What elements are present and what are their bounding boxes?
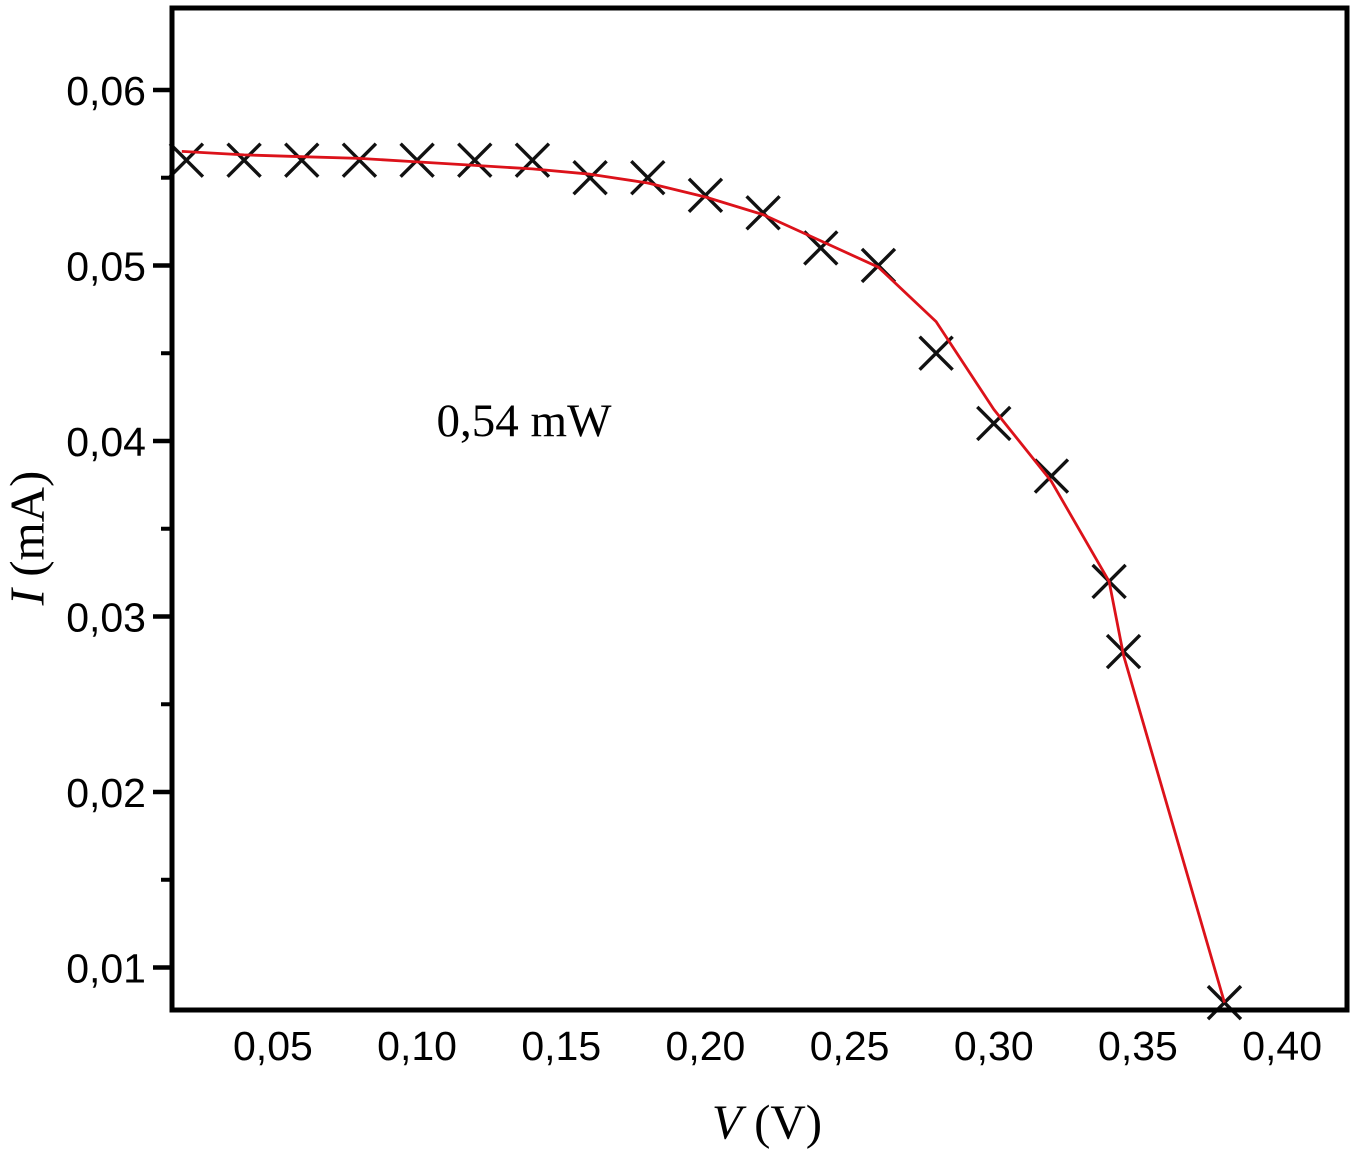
data-point-marker bbox=[687, 177, 724, 213]
x-tick-label: 0,05 bbox=[233, 1023, 313, 1069]
data-point-marker bbox=[976, 405, 1012, 442]
x-tick-label: 0,10 bbox=[377, 1023, 457, 1069]
power-annotation: 0,54 mW bbox=[436, 395, 612, 447]
data-point-marker bbox=[457, 142, 493, 178]
y-tick-label: 0,02 bbox=[66, 770, 146, 816]
data-point-marker bbox=[168, 142, 205, 178]
y-axis-unit: (mA) bbox=[0, 470, 55, 590]
x-tick-label: 0,30 bbox=[954, 1023, 1034, 1069]
y-tick-label: 0,03 bbox=[66, 595, 146, 641]
x-tick-label: 0,40 bbox=[1242, 1023, 1322, 1069]
x-tick-label: 0,35 bbox=[1098, 1023, 1178, 1069]
plot-frame bbox=[169, 5, 1350, 1013]
x-axis-title: V (V) bbox=[712, 1094, 822, 1151]
data-point-marker bbox=[341, 142, 378, 178]
fit-line bbox=[181, 150, 1226, 1003]
data-points bbox=[168, 142, 1243, 1021]
data-point-marker bbox=[399, 142, 435, 178]
y-tick-label: 0,06 bbox=[66, 68, 146, 114]
data-point-marker bbox=[226, 142, 262, 178]
data-point-marker bbox=[572, 160, 608, 196]
x-tick-label: 0,20 bbox=[666, 1023, 746, 1069]
data-point-marker bbox=[1033, 458, 1070, 494]
y-axis-title: I (mA) bbox=[0, 471, 56, 606]
x-axis-symbol: V bbox=[711, 1094, 742, 1150]
data-point-marker bbox=[514, 142, 551, 178]
data-point-marker bbox=[745, 195, 781, 231]
data-point-marker bbox=[918, 335, 954, 371]
x-tick-label: 0,15 bbox=[521, 1023, 601, 1069]
x-tick-label: 0,25 bbox=[810, 1023, 890, 1069]
data-point-marker bbox=[1206, 984, 1243, 1021]
x-axis-unit: (V) bbox=[741, 1094, 823, 1150]
y-axis-tick-labels: 0,01 0,02 0,03 0,04 0,05 0,06 bbox=[66, 68, 146, 992]
y-tick-label: 0,04 bbox=[66, 419, 146, 465]
y-tick-label: 0,01 bbox=[66, 946, 146, 992]
y-axis-major-ticks bbox=[153, 87, 172, 970]
data-point-marker bbox=[630, 160, 666, 196]
x-axis-tick-labels: 0,05 0,10 0,15 0,20 0,25 0,30 0,35 0,40 bbox=[233, 1023, 1322, 1069]
y-axis-symbol: I bbox=[0, 589, 55, 606]
data-point-marker bbox=[284, 142, 320, 178]
y-tick-label: 0,05 bbox=[66, 243, 146, 289]
